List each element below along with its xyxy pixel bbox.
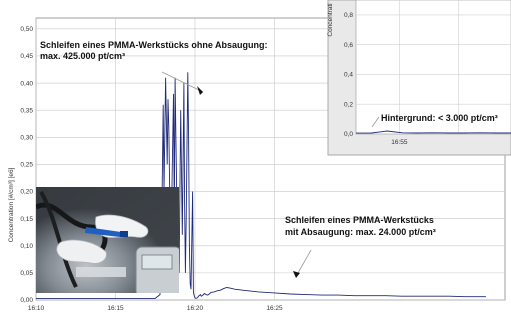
- inset-x-tick-label: 16:55: [391, 139, 408, 146]
- main-x-ticks: 16:10 16:15 16:20 16:25: [28, 305, 283, 312]
- main-y-tick-label: 0,10: [20, 243, 33, 250]
- inset-y-tick-label: 0,8: [344, 12, 353, 19]
- annotation-no-extraction-line2: max. 425.000 pt/cm³: [40, 51, 125, 61]
- inset-series-line: [355, 130, 511, 134]
- main-y-tick-label: 0,40: [20, 80, 33, 87]
- main-x-tick-label: 16:20: [187, 305, 204, 312]
- inset-y-axis-label: Concentrati: [327, 3, 334, 36]
- photo-hand-grinding: [36, 187, 179, 293]
- annotation-leader-line-2: [297, 249, 312, 274]
- inset-y-tick-label: 0,4: [344, 72, 353, 79]
- annotation-background: Hintergrund: < 3.000 pt/cm³: [381, 113, 498, 123]
- annotation-arrowhead-2: [293, 271, 300, 278]
- main-y-tick-label: 0,30: [20, 135, 33, 142]
- annotation-leader-line: [161, 71, 204, 93]
- main-y-axis-label: Concentration [#/cm³] [e6]: [8, 167, 15, 242]
- inset-plot-area: [355, 0, 511, 135]
- inset-x-ticks: 16:55: [391, 139, 408, 146]
- main-y-tick-label: 0,05: [20, 270, 33, 277]
- main-y-tick-label: 0,15: [20, 216, 33, 223]
- inset-y-tick-label: 0,0: [344, 131, 353, 138]
- annotation-background-leader: [371, 116, 380, 128]
- main-x-tick-label: 16:25: [266, 305, 283, 312]
- main-x-tick-label: 16:15: [107, 305, 124, 312]
- inset-y-ticks: 0,0 0,2 0,4 0,6 0,8: [344, 12, 353, 138]
- annotation-no-extraction-line1: Schleifen eines PMMA-Werkstücks ohne Abs…: [40, 40, 268, 50]
- inset-grid: [356, 0, 511, 134]
- main-y-ticks: 0,00 0,05 0,10 0,15 0,20 0,25 0,30 0,35 0,40 0,45…: [20, 26, 33, 304]
- main-y-tick-label: 0,50: [20, 26, 33, 33]
- main-y-tick-label: 0,45: [20, 53, 33, 60]
- inset-y-tick-label: 0,2: [344, 101, 353, 108]
- main-y-tick-label: 0,25: [20, 162, 33, 169]
- main-y-tick-label: 0,20: [20, 189, 33, 196]
- inset-chart: 0,0 0,2 0,4 0,6 0,8 16:55 Concentrati Hinter…: [327, 0, 511, 156]
- annotation-arrowhead: [197, 86, 203, 95]
- main-y-tick-label: 0,00: [20, 297, 33, 304]
- inset-y-tick-label: 0,6: [344, 42, 353, 49]
- main-x-tick-label: 16:10: [28, 305, 45, 312]
- annotation-with-extraction-line2: mit Absaugung: max. 24.000 pt/cm³: [285, 227, 436, 237]
- inset-series-group: [355, 130, 511, 134]
- main-y-tick-label: 0,35: [20, 107, 33, 114]
- annotation-with-extraction-line1: Schleifen eines PMMA-Werkstücks: [285, 215, 434, 225]
